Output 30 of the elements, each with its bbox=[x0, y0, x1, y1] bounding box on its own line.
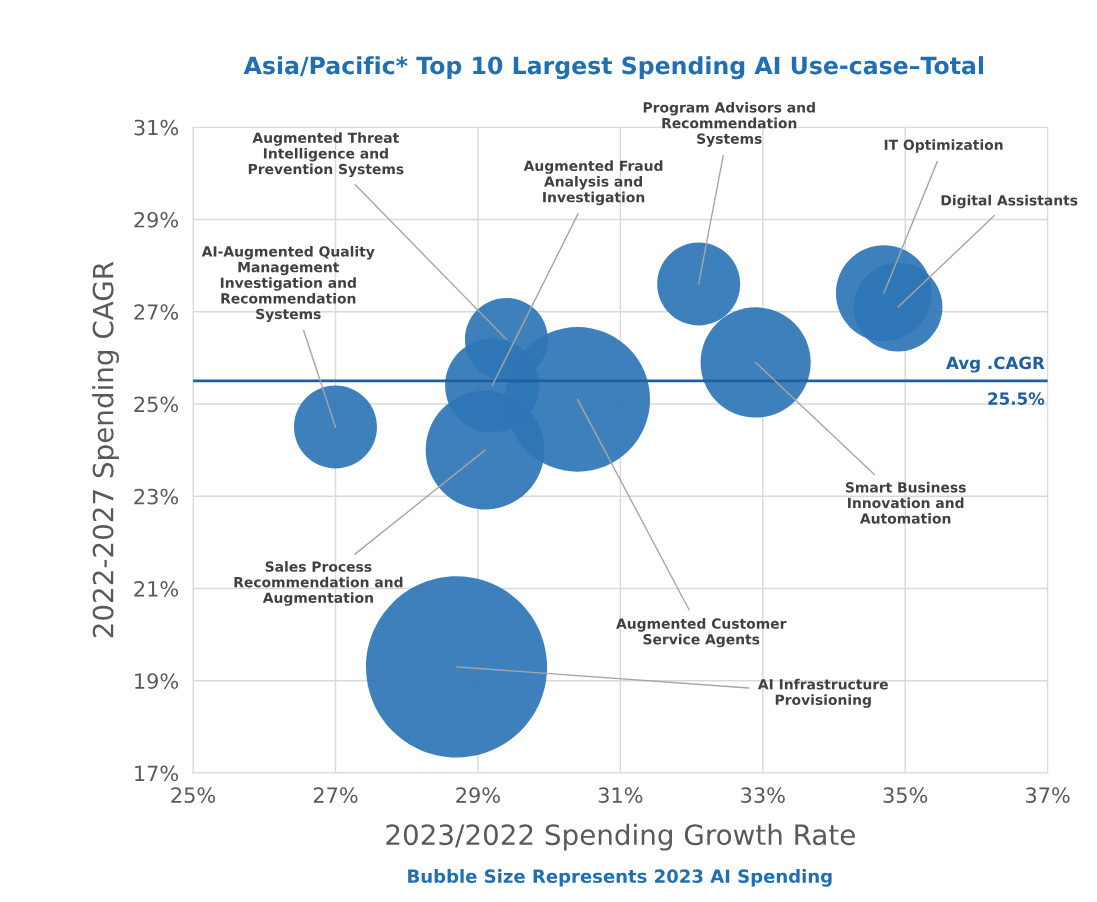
annotation: Digital Assistants bbox=[941, 194, 1078, 209]
annotation: Augmented Fraud Analysis and Investigation bbox=[523, 160, 663, 206]
x-tick-label: 35% bbox=[883, 787, 928, 804]
annotation: Augmented Customer Service Agents bbox=[616, 618, 787, 648]
annotation: Sales Process Recommendation and Augmentation bbox=[234, 561, 403, 606]
x-tick-label: 27% bbox=[313, 787, 358, 804]
annotation: AI Infrastructure Provisioning bbox=[757, 678, 888, 708]
y-tick-label: 31% bbox=[134, 119, 179, 136]
y-tick-label: 17% bbox=[135, 765, 179, 782]
annotation: Program Advisors and Recommendation Systems bbox=[643, 101, 815, 147]
y-tick-label: 29% bbox=[134, 211, 179, 228]
annotation: Augmented Threat Intelligence and Prevention Systems bbox=[248, 132, 404, 178]
x-tick-label: 31% bbox=[598, 787, 643, 804]
annotation: Smart Business Innovation and Automation bbox=[845, 481, 966, 524]
y-tick-label: 27% bbox=[134, 304, 179, 320]
ref-line-label: Avg .CAGR 25.5% bbox=[946, 356, 1045, 405]
annotation: IT Optimization bbox=[884, 139, 1003, 153]
chart-title: Asia/Pacific* Top 10 Largest Spending AI Use-case–Total bbox=[243, 56, 984, 80]
y-tick-label: 23% bbox=[134, 488, 179, 505]
y-tick-label: 19% bbox=[135, 673, 179, 689]
x-tick-label: 25% bbox=[171, 787, 216, 804]
x-tick-label: 37% bbox=[1026, 787, 1070, 804]
x-tick-label: 33% bbox=[741, 787, 785, 804]
text: Bubble Size Represents 2023 AI Spending bbox=[408, 869, 832, 887]
x-tick-label: 29% bbox=[456, 787, 500, 804]
y-tick-label: 25% bbox=[134, 396, 179, 413]
y-axis-title: 2022-2027 Spending CAGR bbox=[92, 261, 119, 638]
y-tick-label: 21% bbox=[134, 580, 179, 597]
annotation: AI-Augmented Quality Management Investigation and Recommendation Systems bbox=[201, 245, 375, 323]
x-axis-title: 2023/2022 Spending Growth Rate bbox=[386, 823, 855, 851]
